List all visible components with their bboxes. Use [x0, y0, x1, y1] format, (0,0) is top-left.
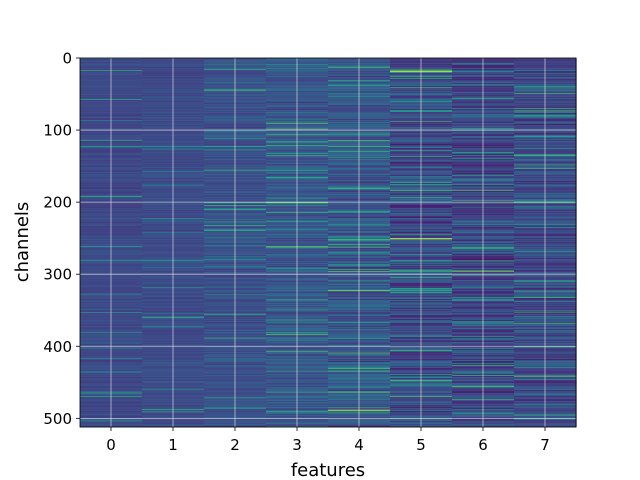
y-tick-label: 300 — [43, 266, 72, 284]
x-tick-label: 5 — [416, 436, 426, 454]
y-tick-label: 200 — [43, 194, 72, 212]
x-tick-label: 4 — [354, 436, 364, 454]
x-tick-label: 0 — [106, 436, 116, 454]
x-tick-label: 6 — [478, 436, 488, 454]
heatmap-cells — [80, 58, 577, 428]
x-tick-label: 7 — [540, 436, 550, 454]
x-tick-label: 2 — [230, 436, 240, 454]
y-tick-label: 400 — [43, 338, 72, 356]
y-tick-label: 0 — [62, 50, 72, 68]
y-tick-label: 500 — [43, 410, 72, 428]
plot-frame — [79, 57, 577, 428]
y-axis-label: channels — [12, 202, 33, 283]
x-tick-label: 3 — [292, 436, 302, 454]
grid-lines — [80, 57, 576, 427]
x-tick-label: 1 — [168, 436, 178, 454]
x-axis-ticks: 0 1 2 3 4 5 6 7 — [106, 427, 550, 454]
y-axis-ticks: 0 100 200 300 400 500 — [43, 50, 80, 428]
x-axis-label: features — [291, 460, 365, 480]
y-tick-label: 100 — [43, 122, 72, 140]
